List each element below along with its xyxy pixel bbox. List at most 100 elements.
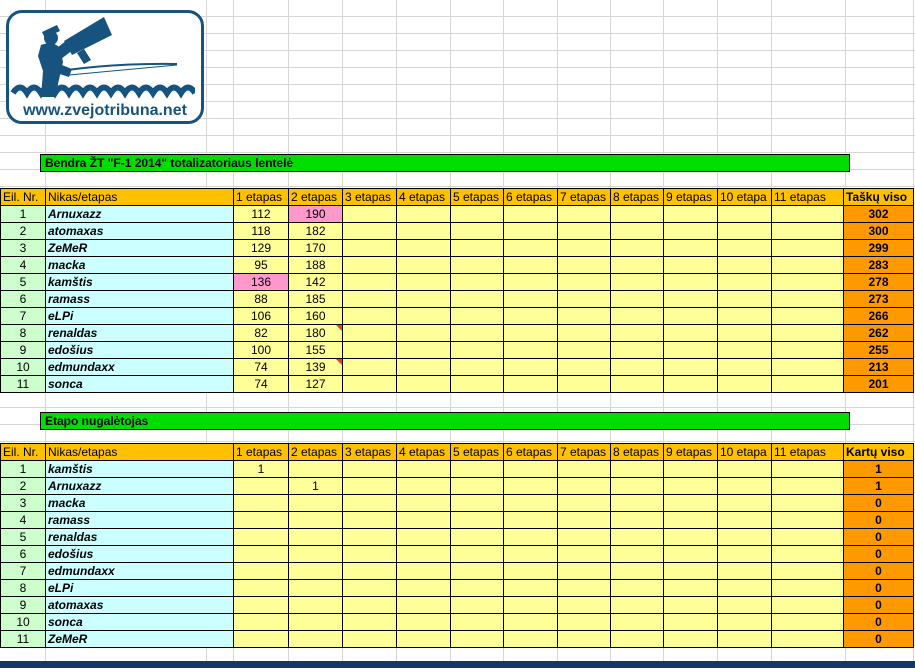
nick-cell[interactable]: renaldas <box>45 324 234 342</box>
stage-score-cell[interactable] <box>717 205 772 223</box>
stage-score-cell[interactable] <box>233 579 289 597</box>
nick-cell[interactable]: edmundaxx <box>45 358 234 376</box>
stage-score-cell[interactable] <box>771 324 844 342</box>
column-header[interactable]: Kartų viso <box>843 443 914 461</box>
stage-score-cell[interactable] <box>233 545 289 563</box>
stage-score-cell[interactable] <box>771 460 844 478</box>
stage-score-cell[interactable]: 180 <box>288 324 343 342</box>
stage-score-cell[interactable]: 155 <box>288 341 343 359</box>
stage-score-cell[interactable] <box>717 630 772 648</box>
stage-score-cell[interactable] <box>557 358 611 376</box>
stage-score-cell[interactable] <box>771 477 844 495</box>
stage-score-cell[interactable] <box>663 273 718 291</box>
stage-score-cell[interactable] <box>503 545 558 563</box>
stage-score-cell[interactable]: 1 <box>288 477 343 495</box>
stage-score-cell[interactable] <box>663 562 718 580</box>
stage-score-cell[interactable] <box>717 596 772 614</box>
column-header[interactable]: Nikas/etapas <box>45 443 234 461</box>
stage-score-cell[interactable] <box>396 511 451 529</box>
stage-score-cell[interactable] <box>771 273 844 291</box>
stage-score-cell[interactable] <box>610 494 664 512</box>
stage-score-cell[interactable] <box>610 477 664 495</box>
total-cell[interactable]: 299 <box>843 239 914 257</box>
stage-score-cell[interactable] <box>557 239 611 257</box>
stage-score-cell[interactable] <box>342 222 397 240</box>
stage-score-cell[interactable]: 170 <box>288 239 343 257</box>
stage-score-cell[interactable] <box>396 562 451 580</box>
row-number-cell[interactable]: 5 <box>0 273 46 291</box>
nick-cell[interactable]: ZeMeR <box>45 630 234 648</box>
total-cell[interactable]: 255 <box>843 341 914 359</box>
stage-score-cell[interactable] <box>396 579 451 597</box>
stage-score-cell[interactable] <box>288 494 343 512</box>
stage-score-cell[interactable] <box>557 222 611 240</box>
column-header[interactable]: 1 etapas <box>233 188 289 206</box>
stage-score-cell[interactable] <box>396 239 451 257</box>
stage-score-cell[interactable] <box>450 273 504 291</box>
column-header[interactable]: 11 etapas <box>771 188 844 206</box>
stage-score-cell[interactable] <box>717 324 772 342</box>
stage-score-cell[interactable] <box>450 222 504 240</box>
stage-score-cell[interactable]: 74 <box>233 358 289 376</box>
stage-score-cell[interactable] <box>771 358 844 376</box>
stage-score-cell[interactable] <box>396 256 451 274</box>
stage-score-cell[interactable] <box>717 341 772 359</box>
stage-score-cell[interactable] <box>233 477 289 495</box>
stage-score-cell[interactable] <box>450 630 504 648</box>
stage-score-cell[interactable] <box>342 324 397 342</box>
stage-score-cell[interactable] <box>717 579 772 597</box>
total-cell[interactable]: 1 <box>843 477 914 495</box>
stage-score-cell[interactable] <box>342 613 397 631</box>
total-cell[interactable]: 273 <box>843 290 914 308</box>
stage-score-cell[interactable] <box>503 307 558 325</box>
total-cell[interactable]: 0 <box>843 613 914 631</box>
column-header[interactable]: 10 etapa <box>717 188 772 206</box>
nick-cell[interactable]: atomaxas <box>45 222 234 240</box>
stage-score-cell[interactable] <box>503 613 558 631</box>
stage-score-cell[interactable] <box>557 613 611 631</box>
stage-score-cell[interactable] <box>610 528 664 546</box>
stage-score-cell[interactable] <box>610 579 664 597</box>
column-header[interactable]: 8 etapas <box>610 188 664 206</box>
stage-score-cell[interactable] <box>717 511 772 529</box>
stage-score-cell[interactable] <box>717 545 772 563</box>
stage-score-cell[interactable] <box>771 596 844 614</box>
column-header[interactable]: 5 etapas <box>450 443 504 461</box>
stage-score-cell[interactable] <box>717 273 772 291</box>
stage-score-cell[interactable] <box>233 613 289 631</box>
row-number-cell[interactable]: 3 <box>0 494 46 512</box>
stage-score-cell[interactable] <box>233 630 289 648</box>
stage-score-cell[interactable] <box>396 460 451 478</box>
stage-score-cell[interactable] <box>717 477 772 495</box>
stage-score-cell[interactable] <box>396 290 451 308</box>
stage-score-cell[interactable] <box>557 205 611 223</box>
stage-score-cell[interactable] <box>717 239 772 257</box>
stage-score-cell[interactable] <box>342 375 397 393</box>
nick-cell[interactable]: edošius <box>45 341 234 359</box>
stage-score-cell[interactable]: 112 <box>233 205 289 223</box>
stage-score-cell[interactable] <box>396 375 451 393</box>
total-cell[interactable]: 201 <box>843 375 914 393</box>
nick-cell[interactable]: edmundaxx <box>45 562 234 580</box>
nick-cell[interactable]: macka <box>45 494 234 512</box>
stage-score-cell[interactable]: 182 <box>288 222 343 240</box>
total-cell[interactable]: 302 <box>843 205 914 223</box>
stage-score-cell[interactable] <box>663 528 718 546</box>
stage-score-cell[interactable] <box>288 511 343 529</box>
stage-score-cell[interactable] <box>503 375 558 393</box>
stage-score-cell[interactable] <box>288 579 343 597</box>
stage-score-cell[interactable] <box>557 477 611 495</box>
stage-score-cell[interactable] <box>663 205 718 223</box>
row-number-cell[interactable]: 7 <box>0 562 46 580</box>
stage-score-cell[interactable]: 118 <box>233 222 289 240</box>
stage-score-cell[interactable] <box>396 222 451 240</box>
stage-score-cell[interactable] <box>771 239 844 257</box>
stage-score-cell[interactable] <box>663 545 718 563</box>
total-cell[interactable]: 0 <box>843 528 914 546</box>
row-number-cell[interactable]: 1 <box>0 205 46 223</box>
column-header[interactable]: 4 etapas <box>396 188 451 206</box>
nick-cell[interactable]: ZeMeR <box>45 239 234 257</box>
row-number-cell[interactable]: 9 <box>0 596 46 614</box>
stage-score-cell[interactable] <box>342 545 397 563</box>
stage-score-cell[interactable] <box>450 596 504 614</box>
